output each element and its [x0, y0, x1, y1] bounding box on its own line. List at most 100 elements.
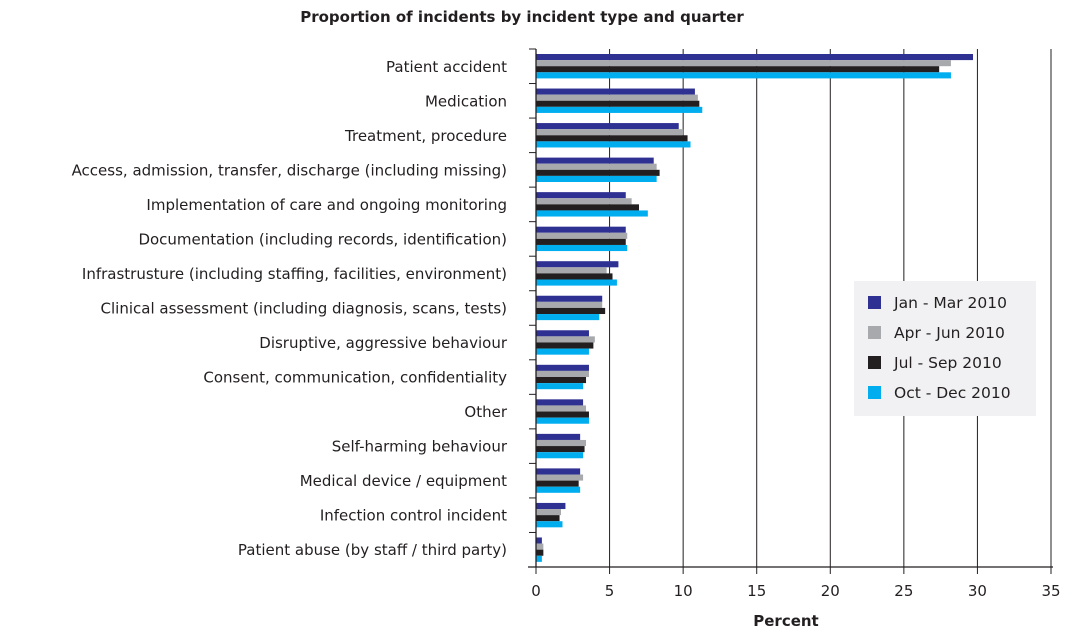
category-label: Disruptive, aggressive behaviour	[259, 334, 508, 352]
bar	[536, 204, 639, 211]
x-tick-label: 35	[1041, 582, 1060, 600]
bar	[536, 88, 695, 95]
bar	[536, 515, 560, 522]
bar	[536, 301, 603, 308]
bar	[536, 238, 626, 245]
bar	[536, 433, 581, 440]
bar	[536, 480, 579, 487]
bar	[536, 370, 589, 377]
bar	[536, 446, 585, 453]
legend-label: Jan - Mar 2010	[893, 294, 1007, 312]
bar	[536, 163, 657, 170]
bar	[536, 314, 600, 321]
legend-label: Jul - Sep 2010	[893, 354, 1002, 372]
legend-swatch	[868, 386, 881, 399]
category-label: Other	[464, 403, 507, 421]
bar	[536, 210, 648, 217]
legend-label: Oct - Dec 2010	[894, 384, 1011, 402]
bar	[536, 502, 566, 510]
bar	[536, 129, 684, 136]
category-label: Medication	[425, 92, 507, 110]
bar	[536, 543, 544, 550]
bar	[536, 60, 951, 67]
category-label: Consent, communication, confidentiality	[203, 369, 507, 387]
bar	[536, 383, 584, 390]
bar	[536, 175, 657, 182]
bar	[536, 307, 606, 315]
x-tick-label: 0	[531, 582, 541, 600]
bar	[536, 555, 542, 562]
bar	[536, 226, 626, 233]
x-tick-labels: 0 5 10 15 20 25 30 35	[531, 582, 1060, 600]
bar	[536, 411, 589, 418]
bar	[536, 198, 632, 205]
category-label: Clinical assessment (including diagnosis…	[101, 300, 507, 318]
bar	[536, 330, 589, 337]
x-tick-label: 5	[605, 582, 615, 600]
bar	[536, 364, 589, 371]
axes	[528, 48, 1053, 574]
bar	[536, 486, 581, 493]
bar	[536, 336, 595, 343]
bar	[536, 100, 700, 107]
category-label: Self-harming behaviour	[332, 438, 508, 456]
bar	[536, 549, 544, 556]
bar	[536, 348, 589, 355]
legend: Jan - Mar 2010 Apr - Jun 2010 Jul - Sep 20…	[854, 281, 1036, 416]
bar	[536, 141, 691, 148]
bar	[536, 295, 603, 302]
bar	[536, 273, 613, 280]
bar	[536, 244, 628, 252]
bar	[536, 474, 584, 481]
bar	[536, 279, 617, 286]
legend-swatch	[868, 356, 881, 369]
x-tick-label: 15	[747, 582, 766, 600]
chart-title: Proportion of incidents by incident type…	[300, 8, 744, 26]
bar	[536, 405, 587, 412]
bar	[536, 267, 607, 274]
bar	[536, 123, 679, 130]
category-label: Documentation (including records, identi…	[138, 230, 507, 248]
bars	[536, 54, 974, 562]
bar	[536, 377, 587, 384]
category-label: Implementation of care and ongoing monit…	[146, 196, 507, 214]
legend-box	[854, 281, 1036, 416]
legend-swatch	[868, 296, 881, 309]
category-label: Infection control incident	[320, 507, 507, 525]
bar	[536, 192, 626, 199]
category-label: Medical device / equipment	[300, 472, 507, 490]
bar	[536, 452, 584, 459]
bar	[536, 342, 594, 349]
category-label: Infrastrusture (including staffing, faci…	[82, 265, 507, 283]
x-axis-label: Percent	[753, 612, 818, 630]
bar	[536, 509, 562, 516]
category-label: Access, admission, transfer, discharge (…	[72, 161, 507, 179]
x-tick-label: 20	[821, 582, 840, 600]
bar	[536, 261, 619, 268]
legend-label: Apr - Jun 2010	[894, 324, 1005, 342]
category-label: Patient accident	[386, 58, 507, 76]
bar	[536, 399, 584, 406]
bar	[536, 157, 654, 164]
x-tick-label: 25	[894, 582, 913, 600]
category-label: Patient abuse (by staff / third party)	[238, 541, 507, 559]
bar	[536, 135, 688, 142]
bar	[536, 169, 660, 176]
legend-swatch	[868, 326, 881, 339]
bar	[536, 537, 542, 544]
bar	[536, 94, 698, 101]
x-tick-label: 10	[674, 582, 693, 600]
bar	[536, 521, 563, 528]
x-tick-label: 30	[968, 582, 987, 600]
bar	[536, 66, 940, 73]
bar	[536, 468, 581, 475]
category-label: Treatment, procedure	[344, 127, 507, 145]
category-labels: Patient accident Medication Treatment, pro…	[72, 58, 508, 559]
bar	[536, 417, 589, 424]
bar	[536, 54, 974, 61]
bar	[536, 439, 587, 447]
bar	[536, 72, 951, 79]
bar	[536, 106, 703, 113]
bar	[536, 232, 628, 239]
